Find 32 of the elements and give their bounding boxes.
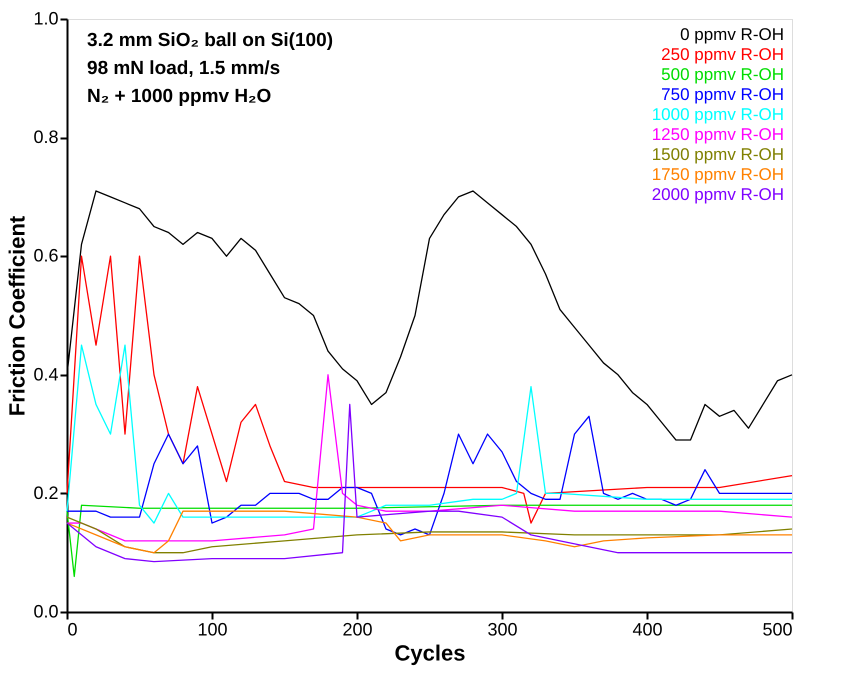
text: 2000 ppmv R-OH [652, 185, 784, 204]
text: 250 ppmv R-OH [661, 45, 784, 64]
x-tick-label: 0 [68, 620, 78, 640]
x-tick-label: 400 [632, 620, 663, 640]
annotation: 3.2 mm SiO₂ ball on Si(100) [87, 30, 334, 51]
y-tick-label: 0.4 [33, 364, 58, 384]
line-series [66, 344, 793, 524]
y-tick-label: 0.0 [33, 602, 58, 622]
text: 500 ppmv R-OH [661, 65, 784, 84]
x-tick-label: 300 [487, 620, 518, 640]
x-axis-title: Cycles [394, 640, 466, 666]
text: 0 ppmv R-OH [680, 25, 784, 44]
text: 1750 ppmv R-OH [652, 165, 784, 184]
y-tick-label: 0.2 [33, 482, 58, 503]
x-tick-label: 100 [197, 620, 228, 640]
text: 1000 ppmv R-OH [652, 105, 784, 124]
annotation: 98 mN load, 1.5 mm/s [87, 58, 280, 79]
y-tick-label: 1.0 [33, 8, 58, 28]
text: 1250 ppmv R-OH [652, 125, 784, 144]
y-tick-label: 0.8 [33, 127, 58, 148]
y-axis-title: Friction Coefficient [4, 215, 30, 416]
line-series [66, 504, 793, 578]
line-series [66, 416, 793, 536]
x-tick-label: 500 [762, 620, 792, 640]
line-series [66, 404, 793, 562]
annotation: N₂ + 1000 ppmv H₂O [87, 86, 272, 107]
text: 750 ppmv R-OH [661, 85, 784, 104]
text: 1500 ppmv R-OH [652, 145, 784, 164]
line-series [66, 256, 793, 524]
line-series [66, 374, 793, 542]
y-tick-label: 0.6 [33, 246, 58, 266]
x-tick-label: 200 [342, 620, 373, 640]
